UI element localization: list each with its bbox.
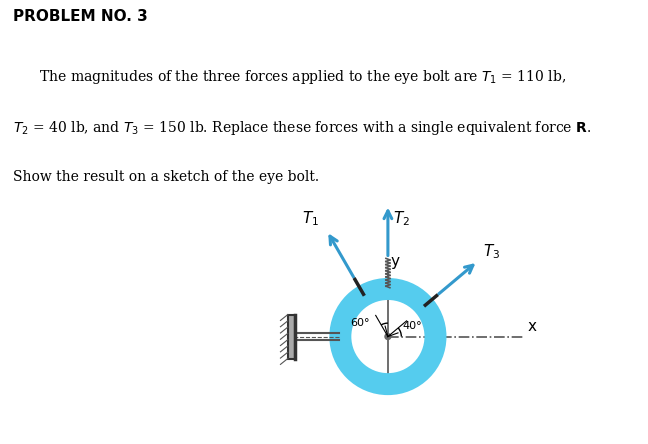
Text: The magnitudes of the three forces applied to the eye bolt are $T_1$ = 110 lb,: The magnitudes of the three forces appli… <box>13 68 566 86</box>
Text: $T_3$: $T_3$ <box>483 242 500 261</box>
Text: 60°: 60° <box>350 318 369 328</box>
Text: $T_2$: $T_2$ <box>393 210 410 228</box>
Bar <box>288 314 295 359</box>
Text: 40°: 40° <box>402 321 422 331</box>
Text: y: y <box>390 254 399 269</box>
Text: $T_1$: $T_1$ <box>303 210 319 228</box>
Text: Show the result on a sketch of the eye bolt.: Show the result on a sketch of the eye b… <box>13 170 319 185</box>
Text: PROBLEM NO. 3: PROBLEM NO. 3 <box>13 8 148 24</box>
Text: x: x <box>527 319 536 334</box>
Circle shape <box>385 333 391 340</box>
Text: $T_2$ = 40 lb, and $T_3$ = 150 lb. Replace these forces with a single equivalent: $T_2$ = 40 lb, and $T_3$ = 150 lb. Repla… <box>13 119 591 137</box>
